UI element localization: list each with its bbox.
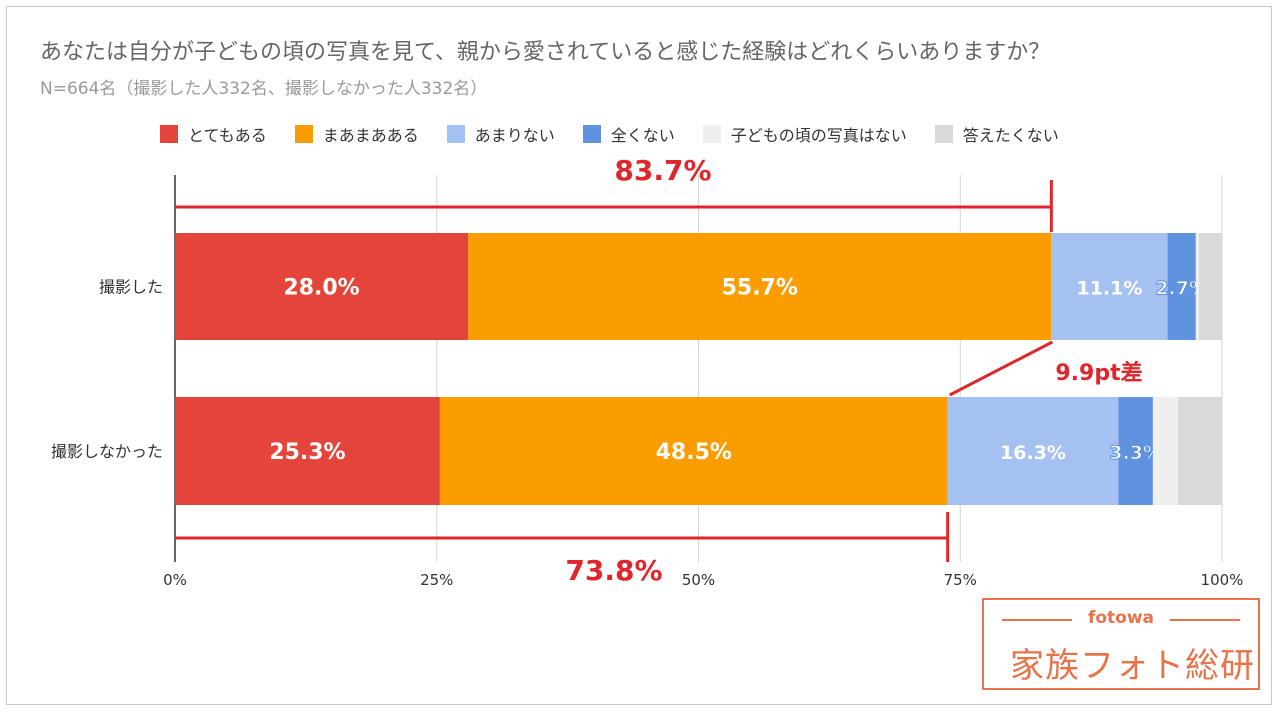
legend-item: とてもある	[160, 122, 267, 146]
logo-text: 家族フォト総研	[1010, 646, 1255, 686]
legend-item: 子どもの頃の写真はない	[702, 122, 907, 146]
bar-segment	[1152, 397, 1179, 505]
category-label: 撮影しなかった	[51, 442, 163, 461]
legend-label: 答えたくない	[962, 126, 1059, 145]
logo-line-left	[1002, 619, 1072, 621]
bar-segment	[175, 233, 469, 340]
bar-segment	[1178, 397, 1222, 505]
annotation-label: 73.8%	[565, 554, 662, 587]
legend-item: あまりない	[446, 122, 555, 146]
x-tick-label: 0%	[163, 571, 187, 589]
x-tick-label: 100%	[1201, 571, 1244, 589]
legend-item: 答えたくない	[934, 122, 1059, 146]
bar-segment	[947, 397, 1119, 505]
data-label: 25.3%	[269, 440, 345, 465]
legend-swatch	[702, 125, 721, 143]
x-tick-label: 75%	[944, 571, 977, 589]
bar-segment	[468, 233, 1052, 340]
logo-line-right	[1170, 619, 1240, 621]
legend-swatch	[160, 125, 178, 143]
legend-swatch	[294, 125, 313, 143]
x-tick-label: 50%	[682, 571, 715, 589]
bar-segment	[439, 397, 948, 505]
data-label: 28.0%	[283, 276, 359, 301]
bar-segment	[1118, 397, 1153, 505]
legend-label: とてもある	[188, 126, 267, 145]
category-label: 撮影した	[99, 278, 163, 297]
legend-item: 全くない	[582, 122, 675, 146]
chart-subtitle: N=664名（撮影した人332名、撮影しなかった人332名）	[40, 79, 488, 99]
legend: とてもある まあまあある あまりない 全くない 子どもの頃の写真はない 答えたくない	[160, 122, 1059, 146]
legend-label: 子どもの頃の写真はない	[730, 126, 907, 145]
legend-swatch	[934, 125, 953, 143]
fotowa-logo: fotowa 家族フォト総研	[982, 598, 1260, 690]
logo-brand: fotowa	[1087, 608, 1155, 628]
data-label: 3.3%	[1109, 442, 1162, 464]
bar-segment	[1198, 233, 1222, 340]
data-label: 48.5%	[656, 440, 732, 465]
bar-segment	[1167, 233, 1196, 340]
chart-title: あなたは自分が子どもの頃の写真を見て、親から愛されていると感じた経験はどれくらい…	[40, 40, 1051, 65]
legend-label: 全くない	[610, 126, 675, 145]
legend-swatch	[446, 125, 465, 143]
data-label: 55.7%	[722, 276, 798, 301]
legend-swatch	[582, 125, 601, 143]
x-tick-label: 25%	[420, 571, 453, 589]
bar-segment	[1051, 233, 1168, 340]
bar-segment	[1195, 233, 1199, 340]
annotation-label: 83.7%	[614, 154, 711, 187]
data-label: 16.3%	[1000, 442, 1066, 464]
chart-frame	[6, 6, 1272, 705]
legend-label: あまりない	[474, 126, 555, 145]
data-label: 2.7%	[1155, 278, 1208, 300]
data-label: 11.1%	[1076, 278, 1142, 300]
legend-label: まあまあある	[322, 126, 419, 145]
legend-item: まあまあある	[294, 122, 419, 146]
bar-segment	[175, 397, 440, 505]
difference-connector	[948, 340, 1054, 397]
annotation-label: 9.9pt差	[1055, 360, 1142, 386]
